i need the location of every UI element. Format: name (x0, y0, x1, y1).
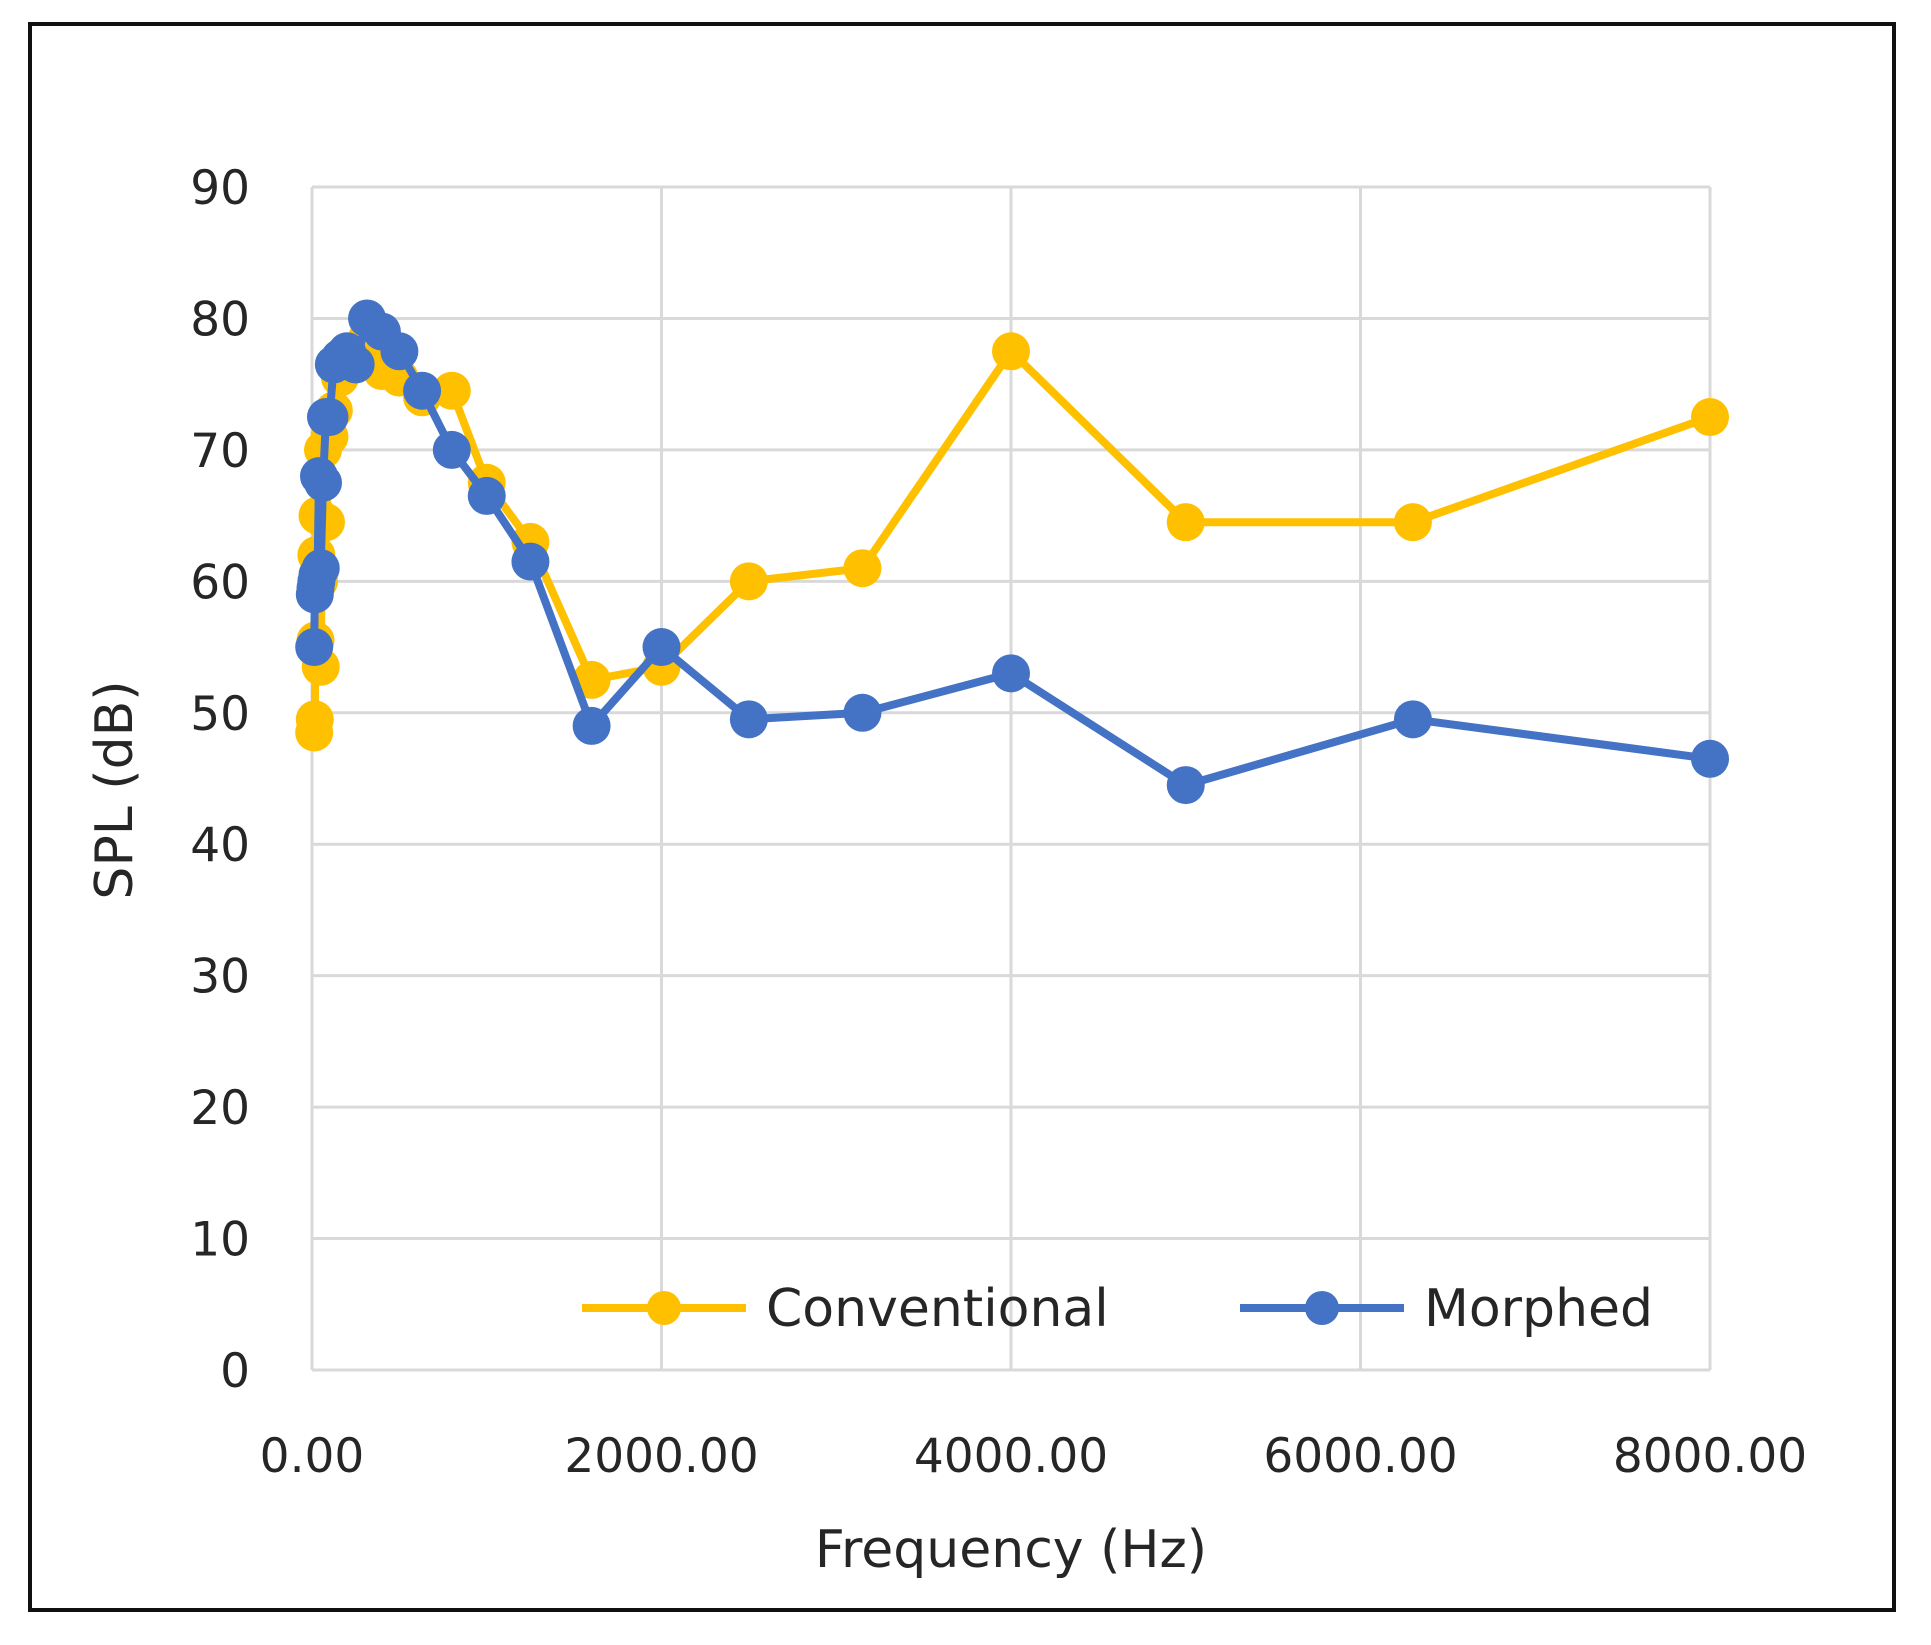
series-layer (295, 299, 1729, 805)
y-tick-label: 60 (190, 555, 250, 610)
legend-label-conventional: Conventional (766, 1279, 1109, 1339)
data-point-morphed (992, 654, 1030, 693)
x-tick-label: 2000.00 (564, 1429, 758, 1484)
x-tick-label: 6000.00 (1263, 1429, 1457, 1484)
data-point-conventional (992, 332, 1030, 371)
y-tick-label: 30 (190, 950, 250, 1005)
data-point-conventional (1166, 503, 1205, 542)
data-point-morphed (1393, 700, 1432, 739)
y-axis-ticks: 0 10 20 30 40 50 60 70 80 90 (190, 161, 250, 1399)
data-point-conventional (1691, 398, 1729, 437)
series-morphed (295, 299, 1729, 805)
legend-label-morphed: Morphed (1424, 1279, 1653, 1339)
legend: Conventional Morphed (582, 1279, 1653, 1339)
y-tick-label: 10 (190, 1213, 250, 1268)
x-tick-label: 0.00 (260, 1429, 365, 1484)
data-point-conventional (295, 700, 334, 739)
y-tick-label: 50 (190, 687, 250, 742)
figure-frame (28, 22, 1896, 1612)
y-tick-label: 40 (190, 818, 250, 873)
data-point-morphed (572, 706, 611, 745)
y-tick-label: 0 (220, 1344, 250, 1399)
data-point-morphed (310, 398, 349, 437)
data-point-morphed (403, 371, 442, 410)
data-point-morphed (843, 693, 882, 732)
y-tick-label: 20 (190, 1081, 250, 1136)
data-point-morphed (336, 345, 375, 384)
data-point-conventional (729, 562, 768, 601)
x-tick-label: 4000.00 (914, 1429, 1108, 1484)
data-point-morphed (511, 542, 550, 581)
data-point-morphed (304, 463, 343, 502)
y-tick-label: 70 (190, 424, 250, 479)
y-tick-label: 90 (190, 161, 250, 216)
data-point-morphed (301, 549, 340, 588)
data-point-conventional (1393, 503, 1432, 542)
y-axis-title: SPL (dB) (85, 680, 145, 899)
x-axis-ticks: 0.00 2000.00 4000.00 6000.00 8000.00 (260, 1429, 1808, 1484)
data-point-morphed (295, 628, 334, 667)
x-tick-label: 8000.00 (1613, 1429, 1807, 1484)
data-point-morphed (380, 332, 419, 371)
data-point-morphed (1691, 739, 1729, 778)
legend-marker-conventional (647, 1291, 681, 1325)
grid (310, 185, 1712, 1372)
data-point-conventional (432, 371, 471, 410)
data-point-conventional (843, 549, 882, 588)
data-point-morphed (642, 628, 681, 667)
legend-marker-morphed (1305, 1291, 1339, 1325)
data-point-morphed (467, 476, 506, 515)
x-axis-title: Frequency (Hz) (815, 1520, 1207, 1580)
data-point-morphed (1166, 766, 1205, 805)
data-point-morphed (432, 430, 471, 469)
data-point-morphed (729, 700, 768, 739)
y-tick-label: 80 (190, 292, 250, 347)
